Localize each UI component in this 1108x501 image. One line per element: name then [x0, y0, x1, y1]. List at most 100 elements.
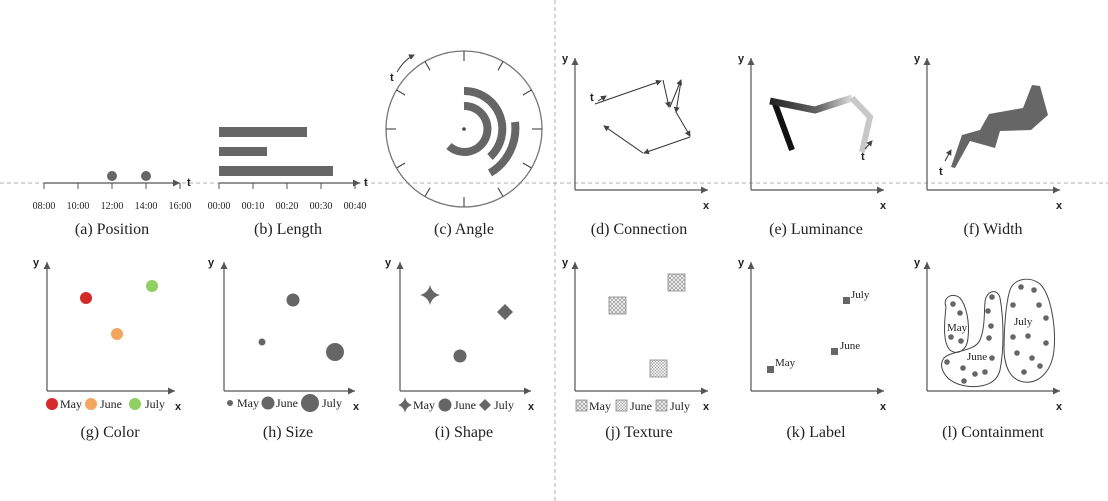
- y-axis-label: y: [208, 257, 215, 269]
- legend-swatch-july: [479, 399, 491, 411]
- angle-arc: [446, 101, 492, 156]
- tick-label: 00:10: [242, 201, 265, 212]
- x-axis-label: x: [1056, 200, 1063, 212]
- legend-swatch-may: [575, 399, 588, 412]
- tick-label: 16:00: [169, 201, 192, 212]
- panel-position: t 08:00 10:00 12:00 14:00 16:00 (a) Posi…: [33, 171, 192, 238]
- t-axis-label: t: [390, 72, 394, 84]
- label-july: July: [851, 289, 870, 301]
- x-axis-label: x: [880, 200, 887, 212]
- caption-color: (g) Color: [80, 424, 140, 441]
- tick-label: 12:00: [101, 201, 124, 212]
- caption-length: (b) Length: [254, 221, 322, 238]
- x-axis-label: x: [175, 401, 182, 413]
- point-july-diamond: [497, 304, 513, 320]
- legend-swatch-june: [261, 396, 275, 410]
- point-may: [80, 292, 92, 304]
- label-may: May: [775, 357, 796, 369]
- y-axis-label: y: [914, 53, 921, 65]
- legend-may: May: [413, 398, 435, 412]
- region-label-july: July: [1014, 316, 1033, 328]
- containment-region-july: [1003, 278, 1055, 383]
- caption-connection: (d) Connection: [591, 221, 687, 238]
- x-axis-label: x: [1056, 401, 1063, 413]
- point-june: [649, 359, 668, 378]
- y-axis-label: y: [738, 53, 745, 65]
- point-june: [111, 328, 123, 340]
- x-axis-label: x: [528, 401, 535, 413]
- legend-june: June: [630, 399, 652, 413]
- caption-width: (f) Width: [963, 221, 1022, 238]
- angle-arc: [487, 121, 520, 177]
- point-july: [843, 297, 850, 304]
- tick-label: 00:00: [208, 201, 231, 212]
- panel-color: y x May June July (g) Color: [33, 257, 182, 441]
- x-axis-label: x: [880, 401, 887, 413]
- legend-may: May: [60, 397, 82, 411]
- panel-size: y x May June July (h) Size: [208, 257, 360, 441]
- containment-region-june: [941, 291, 1004, 388]
- y-axis-label: y: [562, 53, 569, 65]
- clock-ticks: [386, 51, 542, 207]
- panel-connection: y x t (d) Connection: [562, 53, 710, 238]
- position-point: [141, 171, 151, 181]
- angle-arc: [463, 86, 507, 160]
- y-axis-label: y: [33, 257, 40, 269]
- containment-region-may: [944, 294, 969, 353]
- length-bar: [219, 166, 333, 176]
- tick-label: 00:30: [310, 201, 333, 212]
- legend-june: June: [100, 397, 122, 411]
- caption-containment: (l) Containment: [942, 424, 1044, 441]
- legend-swatch-july: [129, 398, 141, 410]
- caption-position: (a) Position: [75, 221, 149, 238]
- panel-angle: t (c) Angle: [385, 50, 543, 238]
- legend-may: May: [237, 396, 259, 410]
- y-axis-label: y: [385, 257, 392, 269]
- panel-texture: y x May June July (j) Texture: [562, 257, 710, 441]
- point-may-star: [420, 285, 440, 305]
- point-june-circle: [453, 349, 467, 363]
- label-june: June: [840, 340, 860, 352]
- t-axis-label: t: [861, 151, 865, 163]
- tick-label: 00:40: [344, 201, 367, 212]
- y-axis-label: y: [562, 257, 569, 269]
- legend-june: June: [276, 396, 298, 410]
- tick-label: 10:00: [67, 201, 90, 212]
- t-axis-label: t: [939, 166, 943, 178]
- panel-label: y x May June July (k) Label: [738, 257, 887, 441]
- legend-july: July: [322, 396, 342, 410]
- legend-july: July: [670, 399, 690, 413]
- region-label-may: May: [947, 322, 968, 334]
- panel-width: y x t (f) Width: [914, 53, 1063, 238]
- panel-luminance: y x t (e) Luminance: [738, 53, 887, 238]
- length-bar: [219, 127, 307, 137]
- legend-june: June: [454, 398, 476, 412]
- caption-shape: (i) Shape: [435, 424, 493, 441]
- legend-swatch-may: [398, 397, 412, 413]
- point-june: [831, 348, 838, 355]
- t-axis-label: t: [364, 177, 368, 189]
- point-july: [667, 273, 686, 292]
- panel-containment: y x May June July (l) Containment: [914, 257, 1063, 441]
- panel-length: t 00:00 00:10 00:20 00:30 00:40 (b) Leng…: [208, 127, 368, 238]
- legend-july: July: [145, 397, 165, 411]
- length-bar: [219, 147, 267, 156]
- x-axis-label: x: [703, 401, 710, 413]
- legend-swatch-may: [227, 400, 233, 406]
- point-may: [767, 366, 774, 373]
- tick-label: 08:00: [33, 201, 56, 212]
- caption-texture: (j) Texture: [605, 424, 672, 441]
- panel-shape: y x May June July (i) Shape: [385, 257, 535, 441]
- x-axis-label: x: [353, 401, 360, 413]
- caption-size: (h) Size: [263, 424, 313, 441]
- point-may: [258, 338, 266, 346]
- legend-swatch-july: [655, 399, 668, 412]
- point-july: [146, 280, 158, 292]
- y-axis-label: y: [738, 257, 745, 269]
- point-may: [608, 296, 627, 315]
- legend-july: July: [494, 398, 514, 412]
- caption-luminance: (e) Luminance: [769, 221, 863, 238]
- point-july: [326, 343, 344, 361]
- legend-swatch-june: [615, 399, 628, 412]
- tick-label: 00:20: [276, 201, 299, 212]
